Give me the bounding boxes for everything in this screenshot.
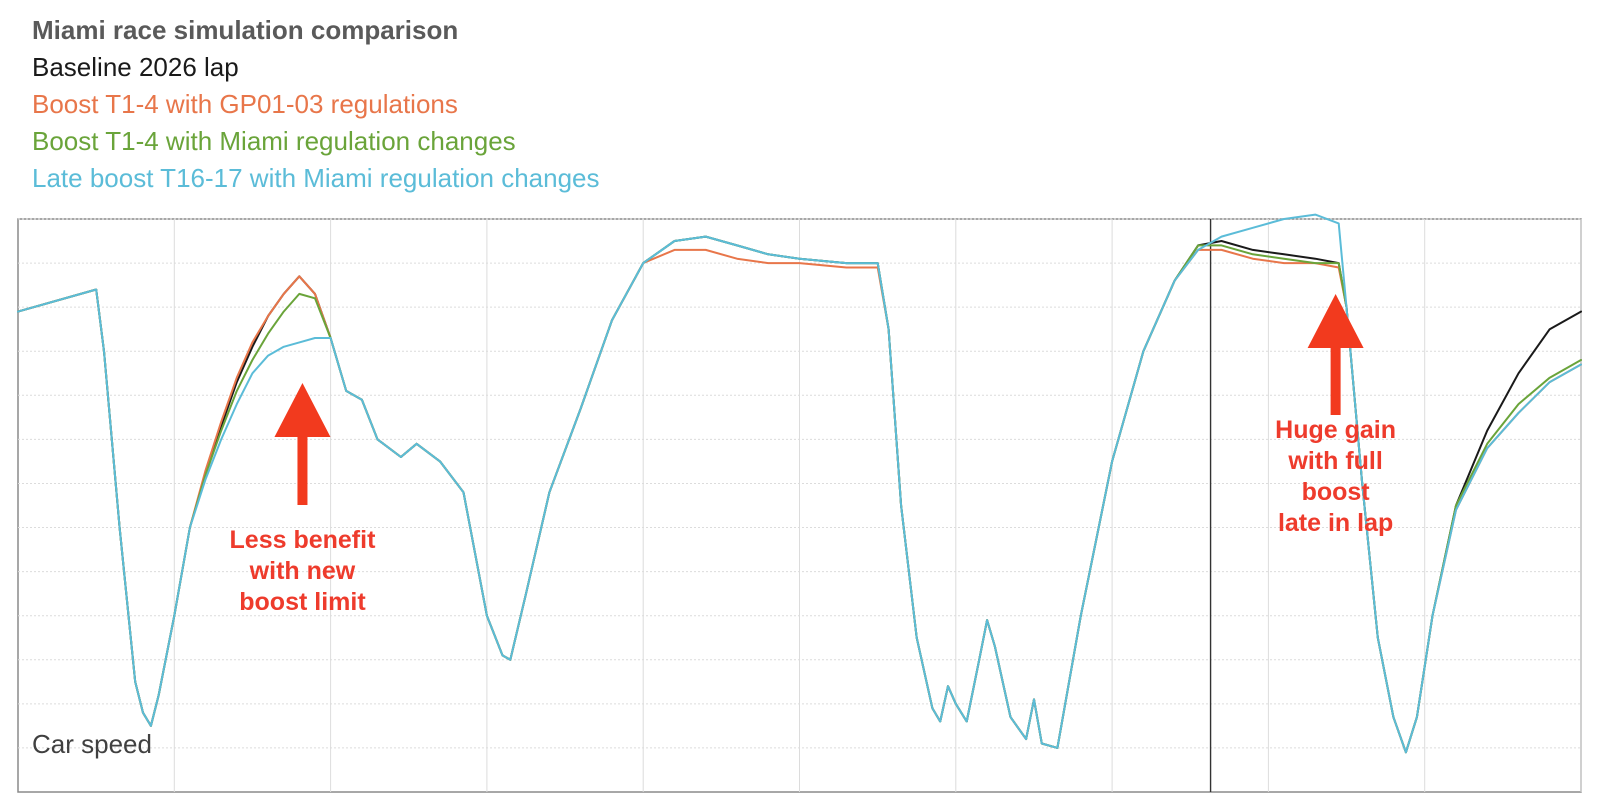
grid bbox=[18, 218, 1582, 792]
chart-title: Miami race simulation comparison bbox=[32, 15, 459, 45]
annotation-text-line: with full bbox=[1287, 447, 1382, 475]
annotation-text-line: with new bbox=[249, 557, 356, 585]
annotation-arrow-up-icon bbox=[274, 383, 331, 505]
annotation-1: Less benefit with new boost limit bbox=[230, 383, 377, 616]
annotation-text-line: boost bbox=[1302, 478, 1371, 506]
annotation-text-line: boost limit bbox=[239, 588, 366, 616]
annotation-2: Huge gain with full boost late in lap bbox=[1275, 294, 1396, 537]
series-line-late-boost bbox=[17, 213, 1582, 754]
annotation-text-line: Huge gain bbox=[1275, 416, 1396, 444]
legend-entry-baseline: Baseline 2026 lap bbox=[32, 52, 239, 82]
chart-legend: Miami race simulation comparison Baselin… bbox=[32, 12, 600, 197]
legend-entry-late-boost: Late boost T16-17 with Miami regulation … bbox=[32, 163, 600, 193]
annotations: Less benefit with new boost limit Huge gain… bbox=[230, 294, 1396, 616]
legend-entry-gp01-03: Boost T1-4 with GP01-03 regulations bbox=[32, 89, 458, 119]
annotation-text-line: Less benefit bbox=[230, 526, 377, 554]
annotation-arrow-up-icon bbox=[1307, 294, 1364, 415]
y-axis-label: Car speed bbox=[32, 729, 152, 759]
legend-entry-miami-t1-4: Boost T1-4 with Miami regulation changes bbox=[32, 126, 516, 156]
annotation-text-line: late in lap bbox=[1278, 509, 1393, 537]
series-lines bbox=[17, 213, 1582, 754]
